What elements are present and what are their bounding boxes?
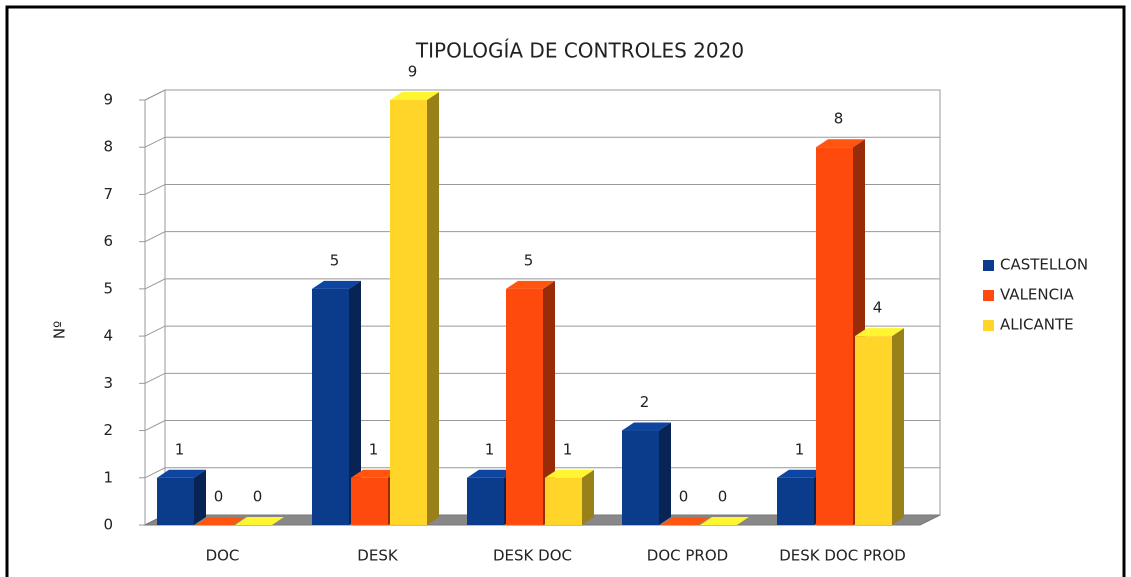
bar-side (659, 422, 671, 525)
bar (545, 469, 594, 525)
bar-side (892, 328, 904, 525)
x-tick-label: DESK (357, 547, 399, 565)
bar-top (777, 469, 826, 478)
x-tick-label: DOC (206, 547, 240, 565)
bar (157, 469, 206, 525)
legend-swatch (983, 260, 994, 271)
value-label: 1 (175, 440, 185, 458)
y-tick-label: 7 (103, 185, 113, 203)
bar (622, 422, 671, 525)
bar-front (855, 336, 892, 525)
bar-side (194, 469, 206, 525)
bar (700, 517, 749, 525)
y-axis-label: Nº (51, 321, 69, 339)
bar-top (622, 422, 671, 431)
value-label: 0 (214, 488, 224, 506)
legend-label: CASTELLON (1000, 256, 1088, 274)
bar-top (545, 469, 594, 478)
y-tick-label: 8 (103, 138, 113, 156)
bar-top (467, 469, 516, 478)
y-tick-label: 9 (103, 91, 113, 109)
bar-top (700, 517, 749, 525)
value-label: 8 (834, 110, 844, 128)
legend-label: VALENCIA (1000, 286, 1075, 304)
bar-front (390, 100, 427, 525)
grid-line (144, 89, 940, 101)
bar (312, 280, 361, 525)
chart-title: TIPOLOGÍA DE CONTROLES 2020 (415, 39, 744, 63)
value-label: 2 (640, 393, 650, 411)
bar-front (506, 288, 543, 525)
bar-front (545, 477, 582, 525)
bar-front (312, 288, 349, 525)
value-label: 1 (795, 440, 805, 458)
bar-top (816, 139, 865, 148)
bar-top (312, 280, 361, 289)
bar-front (777, 477, 814, 525)
bar-top (855, 328, 904, 337)
legend-swatch (983, 290, 994, 301)
x-tick-label: DESK DOC PROD (779, 547, 906, 565)
bar-front (157, 477, 194, 525)
legend-swatch (983, 320, 994, 331)
value-label: 4 (873, 299, 883, 317)
value-label: 0 (679, 488, 689, 506)
value-label: 0 (253, 488, 263, 506)
value-label: 1 (485, 440, 495, 458)
bar (196, 517, 245, 525)
bar-front (351, 477, 388, 525)
grid-line (144, 136, 940, 148)
x-tick-label: DESK DOC (493, 547, 572, 565)
bar-top (196, 517, 245, 525)
grid-line (144, 325, 940, 337)
bar-top (351, 469, 400, 478)
bar-front (467, 477, 504, 525)
y-tick-label: 3 (103, 374, 113, 392)
bar-side (427, 92, 439, 525)
bar-top (506, 280, 555, 289)
y-tick-label: 5 (103, 279, 113, 297)
bar (506, 280, 555, 525)
frame (5, 5, 1126, 577)
value-label: 1 (369, 440, 379, 458)
value-label: 5 (330, 251, 340, 269)
y-tick-label: 2 (103, 421, 113, 439)
grid-line (144, 183, 940, 195)
bar-top (157, 469, 206, 478)
bar-top (235, 517, 284, 525)
grid-line (144, 467, 940, 479)
bar-side (349, 280, 361, 525)
value-label: 0 (718, 488, 728, 506)
bar-front (816, 147, 853, 525)
value-label: 5 (524, 251, 534, 269)
bar (390, 92, 439, 525)
grid-line (144, 231, 940, 243)
grid-line (144, 372, 940, 384)
y-tick-label: 6 (103, 232, 113, 250)
value-label: 1 (563, 440, 573, 458)
bar-side (582, 469, 594, 525)
bar (661, 517, 710, 525)
legend-label: ALICANTE (1000, 316, 1074, 334)
x-tick-label: DOC PROD (647, 547, 728, 565)
y-tick-label: 4 (103, 327, 113, 345)
bar (855, 328, 904, 525)
grid-line (144, 420, 940, 432)
bar (235, 517, 284, 525)
y-tick-label: 0 (103, 516, 113, 534)
grid-line (144, 278, 940, 290)
bar-side (543, 280, 555, 525)
bar-top (390, 92, 439, 100)
bar-top (661, 517, 710, 525)
side-wall (144, 89, 166, 526)
value-label: 9 (408, 63, 418, 81)
bar-front (622, 430, 659, 525)
y-tick-label: 1 (103, 468, 113, 486)
